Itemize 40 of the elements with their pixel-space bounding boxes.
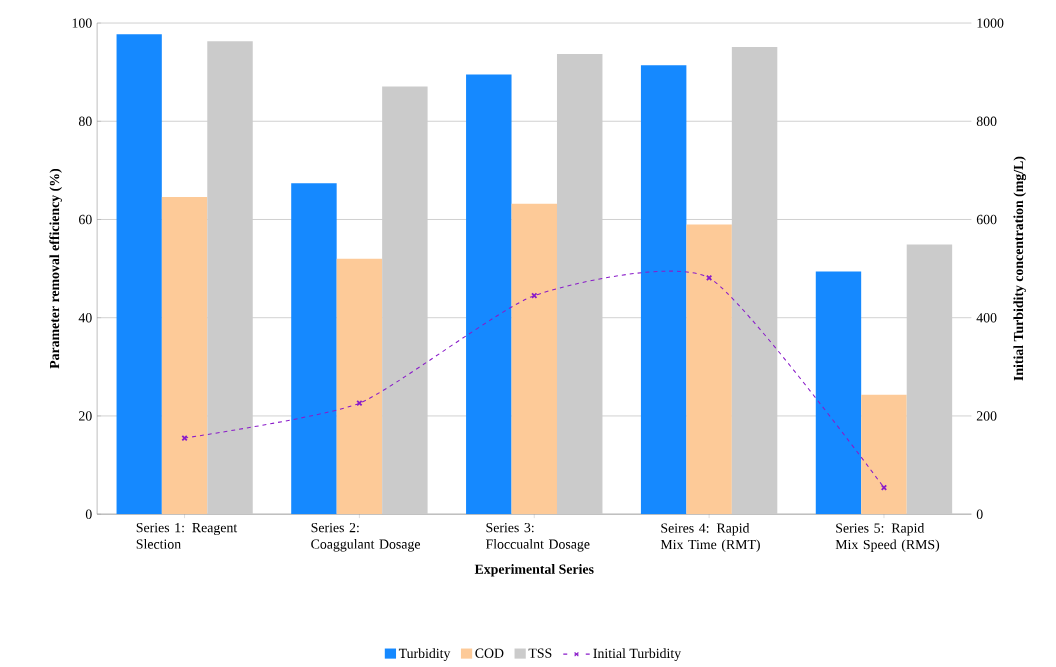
bar (161, 197, 208, 515)
legend-label: TSS (528, 648, 552, 659)
x-tick-label: Seires 4: Rapid Mix Time (RMT) (660, 523, 760, 553)
y2-tick-label: 800 (976, 116, 997, 127)
y-tick-label: 0 (85, 509, 92, 520)
x-tick-label: Series 3: Floccualnt Dosage (485, 523, 590, 552)
legend-label: Initial Turbidity (593, 648, 682, 662)
y2-axis-title: Initial Turbidity concentration (mg/L) (1013, 156, 1027, 381)
bar (207, 41, 253, 515)
y-axis-title: Parameter removal efficiency (%) (49, 169, 63, 369)
bar (731, 47, 778, 515)
y-tick-label: 40 (78, 313, 92, 323)
bar (291, 183, 337, 515)
x-axis-title: Experimental Series (474, 564, 594, 577)
bar (861, 395, 907, 515)
bar (511, 203, 557, 515)
legend-label: COD (475, 648, 504, 659)
bar (336, 258, 383, 515)
y-tick-label: 100 (72, 18, 92, 28)
x-tick-label: Series 5: Rapid Mix Speed (RMS) (835, 523, 940, 553)
point (705, 274, 713, 282)
bar (382, 86, 428, 515)
bar (815, 271, 862, 515)
y-tick-label: 80 (78, 116, 92, 127)
bar (116, 34, 162, 515)
y2-tick-label: 0 (976, 509, 983, 520)
bar (466, 74, 512, 515)
y2-tick-label: 600 (976, 215, 997, 225)
y-tick-label: 60 (79, 215, 92, 225)
bar (906, 244, 953, 515)
y2-tick-label: 200 (976, 411, 997, 421)
y2-tick-label: 400 (976, 313, 997, 323)
x-tick-label: Series 2: Coaggulant Dosage (311, 523, 421, 552)
y-tick-label: 20 (79, 411, 92, 421)
legend-label: Turbidity (398, 648, 451, 662)
bar (640, 65, 687, 515)
bar (556, 54, 603, 515)
bar (686, 224, 732, 515)
y2-tick-label: 1000 (977, 18, 1004, 28)
x-tick-label: Series 1: Reagent Slection (136, 523, 238, 549)
